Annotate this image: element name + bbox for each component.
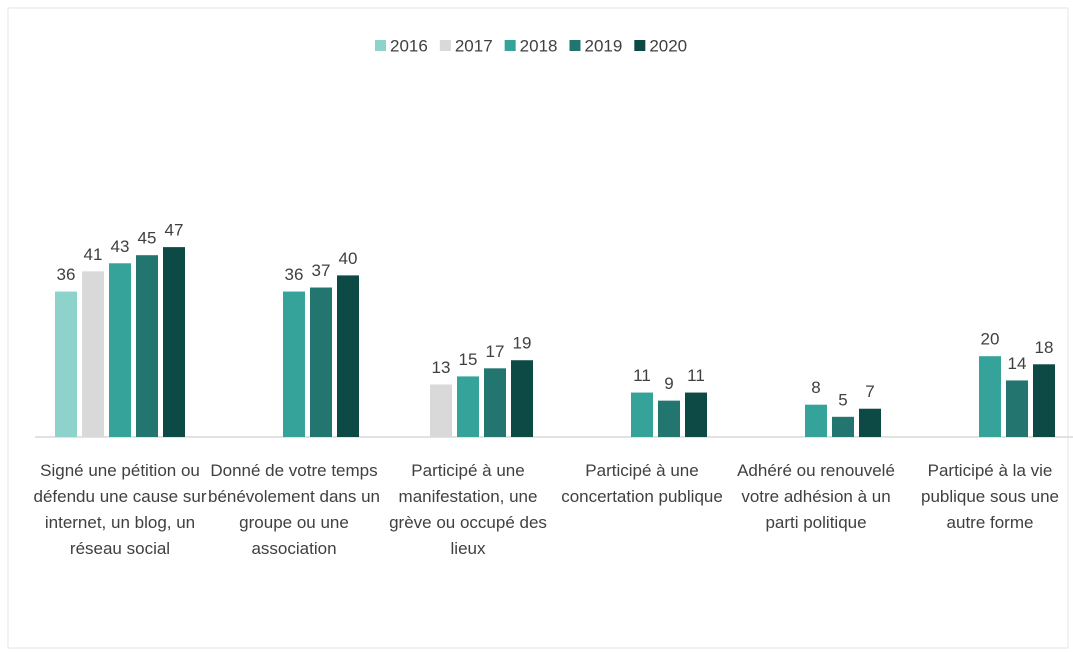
bar [337, 275, 359, 437]
category-label: Donné de votre temps bénévolement dans u… [207, 461, 381, 558]
value-label: 47 [165, 221, 184, 240]
frame [7, 7, 1069, 649]
value-label: 9 [664, 374, 673, 393]
value-label: 15 [459, 350, 478, 369]
legend-label: 2016 [390, 36, 428, 55]
legend-label: 2018 [520, 36, 558, 55]
value-label: 20 [981, 330, 1000, 349]
bar [163, 247, 185, 437]
bar [55, 291, 77, 437]
legend-swatch [569, 40, 581, 51]
category-label: Signé une pétition ou défendu une cause … [33, 461, 207, 558]
legend-label: 2019 [584, 36, 622, 55]
bar [484, 368, 506, 437]
value-label: 41 [84, 245, 103, 264]
category-label: Participé à une concertation publique [561, 461, 723, 506]
bar [685, 392, 707, 437]
bar [457, 376, 479, 437]
category-label: Adhéré ou renouvelé votre adhésion à un … [737, 461, 895, 532]
bar [805, 404, 827, 437]
value-label: 45 [138, 229, 157, 248]
bar [511, 360, 533, 437]
value-label: 18 [1035, 338, 1054, 357]
bar [283, 291, 305, 437]
value-label: 8 [811, 378, 820, 397]
value-label: 17 [486, 342, 505, 361]
category-label: Participé à la vie publique sous une aut… [920, 461, 1059, 532]
bar [1033, 364, 1055, 437]
bar [631, 392, 653, 437]
legend-swatch [375, 40, 386, 51]
value-label: 5 [838, 390, 847, 409]
legend-swatch [634, 40, 646, 51]
value-label: 36 [57, 265, 76, 284]
legend-label: 2020 [649, 36, 687, 55]
legend-swatch [439, 40, 451, 51]
value-label: 36 [285, 265, 304, 284]
bar [136, 255, 158, 437]
value-label: 7 [865, 382, 874, 401]
category-label: Participé à une manifestation, une grève… [389, 461, 547, 558]
bar [859, 408, 881, 437]
bar [82, 271, 104, 437]
value-label: 11 [633, 366, 651, 385]
legend-label: 2017 [455, 36, 493, 55]
bar [109, 263, 131, 437]
bar [658, 400, 680, 437]
bar [430, 384, 452, 437]
value-label: 37 [312, 261, 331, 280]
value-label: 11 [687, 366, 705, 385]
value-label: 14 [1008, 354, 1027, 373]
bar [832, 416, 854, 437]
value-label: 43 [111, 237, 130, 256]
bar [1006, 380, 1028, 437]
value-label: 40 [339, 249, 358, 268]
legend-swatch [504, 40, 516, 51]
bar [979, 356, 1001, 437]
value-label: 19 [513, 334, 532, 353]
bar [310, 287, 332, 437]
value-label: 13 [432, 358, 451, 377]
